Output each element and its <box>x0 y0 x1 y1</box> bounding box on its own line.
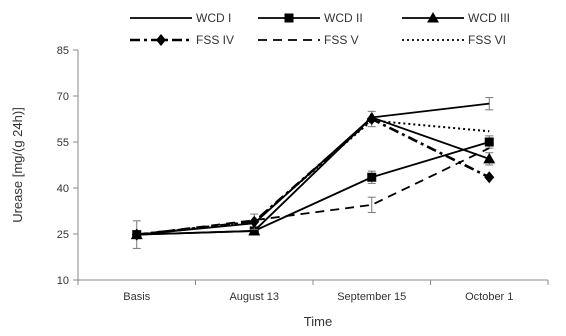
marker-triangle <box>427 12 439 23</box>
marker-square <box>284 13 294 23</box>
series-group <box>130 97 496 249</box>
legend-item: FSS VI <box>402 33 506 47</box>
y-tick-label: 10 <box>57 275 69 287</box>
legend-item: WCD II <box>258 11 363 25</box>
x-axis-title: Time <box>304 314 332 329</box>
legend-item: FSS IV <box>130 33 234 47</box>
y-tick-label: 55 <box>57 137 69 149</box>
series-line <box>136 119 490 236</box>
series-line <box>136 116 490 236</box>
series-line <box>136 147 490 236</box>
series-line <box>136 117 490 236</box>
marker-triangle <box>483 152 496 164</box>
series-line <box>136 141 490 236</box>
legend: WCD I WCD II WCD III FSS IV FSS V FSS VI <box>130 11 510 47</box>
legend-label: FSS IV <box>196 33 234 47</box>
x-tick-label: August 13 <box>229 291 279 303</box>
series-fss-vi <box>136 119 490 236</box>
legend-label: WCD III <box>468 11 510 25</box>
marker-triangle <box>248 224 261 236</box>
legend-label: WCD II <box>324 11 363 25</box>
x-tick-label: October 1 <box>465 291 513 303</box>
marker-diamond <box>249 215 260 228</box>
y-tick-label: 40 <box>57 183 69 195</box>
axes: 10 25 40 55 70 85 Basis August 13 September 15 Oc… <box>57 45 549 303</box>
legend-label: FSS V <box>324 33 359 47</box>
y-axis-title: Urease [mg/(g 24h)] <box>10 107 25 223</box>
series-fss-v <box>136 147 490 236</box>
y-tick-label: 85 <box>57 45 69 57</box>
series-wcd-iii <box>130 111 496 240</box>
series-wcd-i <box>136 97 494 236</box>
legend-label: WCD I <box>196 11 231 25</box>
legend-item: WCD III <box>402 11 510 25</box>
marker-square <box>367 172 377 182</box>
y-tick-label: 25 <box>57 229 69 241</box>
marker-diamond <box>156 34 166 46</box>
legend-label: FSS VI <box>468 33 506 47</box>
legend-item: WCD I <box>130 11 231 25</box>
y-tick-label: 70 <box>57 91 69 103</box>
series-wcd-ii <box>132 135 494 240</box>
marker-square <box>484 137 494 147</box>
x-tick-label: September 15 <box>337 291 406 303</box>
legend-item: FSS V <box>258 33 359 47</box>
x-tick-label: Basis <box>123 291 150 303</box>
marker-diamond <box>484 171 495 184</box>
